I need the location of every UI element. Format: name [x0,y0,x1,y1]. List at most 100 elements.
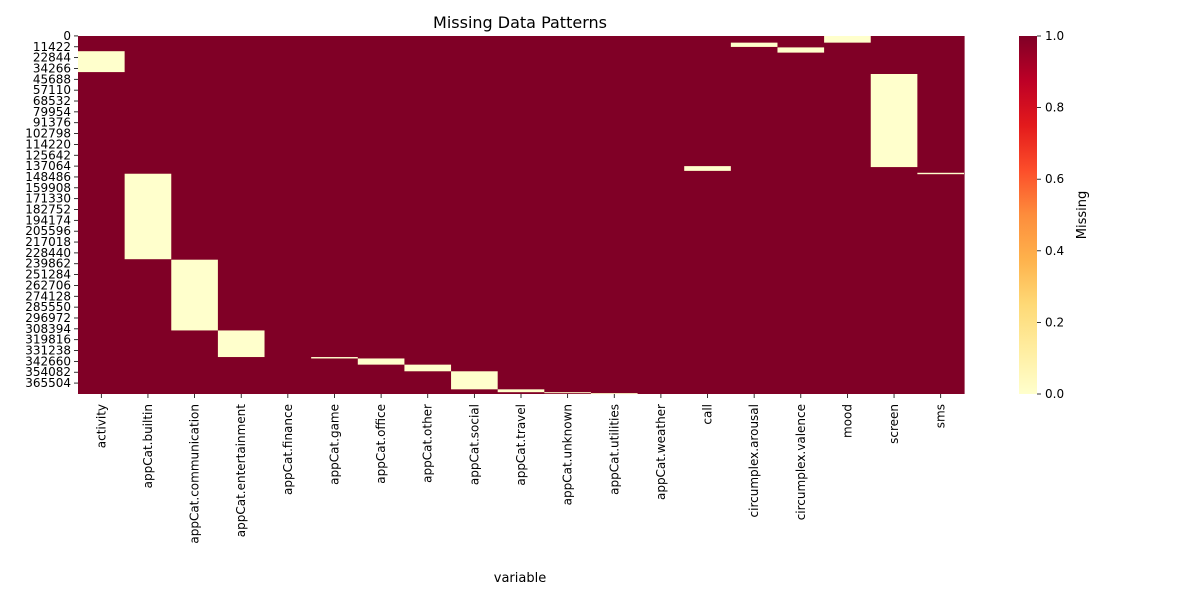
heatmap-column-appCat-social [451,36,499,394]
x-tick-label: appCat.travel [514,404,528,486]
heatmap-column-circumplex-arousal [730,36,779,394]
heatmap-cell-appCat-travel [497,389,545,393]
y-tick-label: 354082 [25,365,71,379]
y-tick-label: 91376 [33,116,71,130]
x-tick-label: mood [840,404,854,438]
heatmap-column-appCat-travel [497,36,545,394]
x-tick-label: appCat.social [467,404,481,485]
heatmap-column-sms [917,36,965,394]
heatmap-column-circumplex-valence [777,36,825,394]
y-tick-label: 331238 [25,344,71,358]
heatmap-column-appCat-office [357,36,406,394]
colorbar-tick-label: 0.0 [1045,387,1064,401]
y-tick-label: 319816 [25,333,71,347]
y-tick-label: 342660 [25,354,71,368]
y-tick-label: 205596 [25,224,71,238]
heatmap-cell-appCat-communication [171,259,218,331]
y-axis-ticks: 0114222284434266456885711068532799549137… [25,29,78,390]
colorbar-tick-label: 0.4 [1045,244,1064,258]
colorbar-tick-label: 0.2 [1045,315,1064,329]
heatmap-cell-activity [78,51,125,73]
x-tick-label: appCat.utilities [607,404,621,495]
heatmap-column-appCat-weather [637,36,685,394]
x-tick-label: appCat.finance [281,404,295,495]
colorbar-ticks: 0.0 0.2 0.4 0.6 0.8 1.0 [1037,29,1064,401]
heatmap-cell-appCat-game [311,357,358,359]
x-tick-label: circumplex.arousal [747,404,761,517]
chart-title: Missing Data Patterns [433,13,607,32]
heatmap-cell-appCat-unknown [544,392,591,394]
heatmap-cell-appCat-entertainment [217,330,265,358]
y-tick-label: 0 [63,29,71,43]
heatmap-column-activity [78,36,126,394]
heatmap-column-appCat-utilities [590,36,639,394]
y-tick-label: 79954 [33,105,71,119]
y-tick-label: 217018 [25,235,71,249]
y-tick-label: 22844 [33,51,71,65]
heatmap-cell-appCat-builtin [124,173,172,260]
y-tick-label: 262706 [25,278,71,292]
y-tick-label: 285550 [25,300,71,314]
colorbar-gradient [1019,36,1037,394]
heatmap-cell-call [684,166,731,171]
y-tick-label: 228440 [25,246,71,260]
y-tick-label: 45688 [33,72,71,86]
x-tick-label: appCat.game [327,404,341,485]
heatmap-cell-sms [917,172,964,175]
x-tick-label: activity [94,404,108,448]
y-tick-label: 274128 [25,289,71,303]
x-axis-ticks: activity appCat.builtin appCat.communicati… [94,394,948,544]
colorbar-tick-label: 0.6 [1045,172,1064,186]
y-tick-label: 159908 [25,181,71,195]
x-axis-label: variable [494,571,546,586]
x-tick-label: appCat.weather [654,404,668,500]
y-tick-label: 171330 [25,192,71,206]
y-tick-label: 308394 [25,322,71,336]
y-tick-label: 365504 [25,376,71,390]
y-tick-label: 102798 [25,127,71,141]
x-tick-label: appCat.entertainment [234,404,248,538]
y-tick-label: 194174 [25,213,71,227]
y-tick-label: 114220 [25,137,71,151]
heatmap-cell-mood [824,36,871,43]
heatmap-cell-screen [870,73,918,168]
x-tick-label: circumplex.valence [794,404,808,520]
colorbar-tick-label: 0.8 [1045,101,1064,115]
x-tick-label: appCat.unknown [561,404,575,505]
heatmap-column-mood [824,36,872,394]
x-tick-label: call [701,404,715,425]
heatmap-column-appCat-unknown [544,36,592,394]
colorbar [1019,36,1037,394]
colorbar-tick-label: 1.0 [1045,29,1064,43]
y-tick-label: 251284 [25,268,71,282]
x-tick-label: sms [934,404,948,428]
heatmap-column-appCat-finance [264,36,312,394]
heatmap-column-appCat-game [311,36,359,394]
y-tick-label: 137064 [25,159,71,173]
x-tick-label: appCat.builtin [141,404,155,488]
y-tick-label: 239862 [25,257,71,271]
heatmap-cell-circumplex-arousal [730,42,778,47]
x-tick-label: appCat.office [374,404,388,484]
heatmap-column-appCat-communication [171,36,219,394]
heatmap-cell-appCat-social [451,371,498,390]
colorbar-label: Missing [1075,191,1090,239]
y-tick-label: 182752 [25,203,71,217]
heatmap-cell-appCat-office [357,358,405,365]
heatmap-column-call [684,36,732,394]
y-tick-label: 68532 [33,94,71,108]
y-tick-label: 296972 [25,311,71,325]
y-tick-label: 11422 [33,40,71,54]
heatmap-cell-circumplex-valence [777,47,825,53]
y-tick-label: 125642 [25,148,71,162]
heatmap-area [78,36,965,395]
y-tick-label: 148486 [25,170,71,184]
x-tick-label: screen [887,404,901,444]
heatmap-column-appCat-other [404,36,452,394]
x-tick-label: appCat.other [421,404,435,483]
y-tick-label: 34266 [33,61,71,75]
heatmap-cell-appCat-utilities [590,393,638,395]
heatmap-cell-appCat-other [404,364,452,372]
y-tick-label: 57110 [33,83,71,97]
